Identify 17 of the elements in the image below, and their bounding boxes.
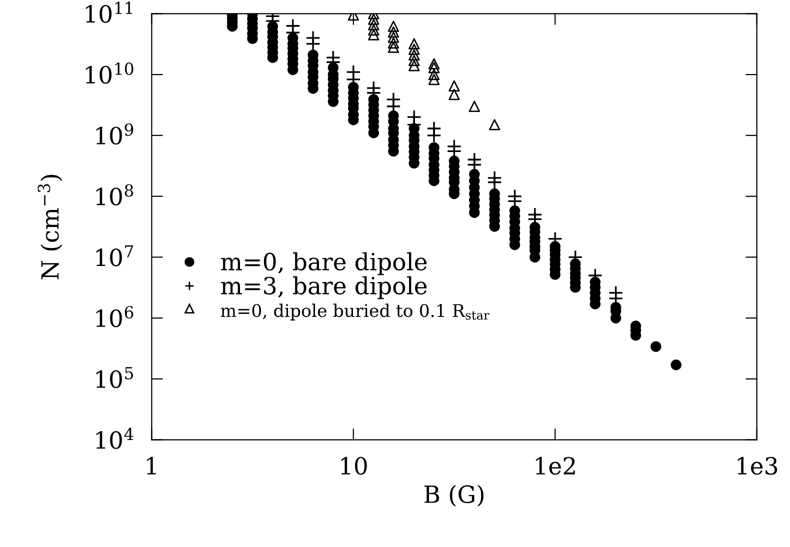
x-tick-label: 10 — [341, 456, 367, 475]
y-tick-label: 10$^{8}$ — [96, 184, 134, 206]
legend-label: m=0, dipole buried to 0.1 R$_{star}$ — [220, 304, 490, 320]
x-tick-label: 1e2 — [536, 456, 575, 475]
y-tick-label: 10$^{4}$ — [96, 428, 134, 449]
y-tick-label: 10$^{11}$ — [86, 2, 132, 23]
x-axis-title: B (G) — [424, 484, 484, 506]
y-tick-label: 10$^{9}$ — [96, 123, 134, 145]
y-axis-title: N (cm$^{−3}$) — [38, 174, 62, 280]
y-tick-label: 10$^{5}$ — [96, 367, 133, 388]
x-tick-label: 1 — [147, 456, 156, 474]
y-tick-label: 10$^{7}$ — [96, 245, 134, 266]
legend-label: m=3, bare dipole — [221, 276, 427, 300]
legend-label: m=0, bare dipole — [221, 252, 427, 276]
y-tick-label: 10$^{6}$ — [96, 306, 134, 328]
y-tick-label: 10$^{10}$ — [86, 62, 134, 84]
x-tick-label: 1e3 — [738, 456, 778, 475]
